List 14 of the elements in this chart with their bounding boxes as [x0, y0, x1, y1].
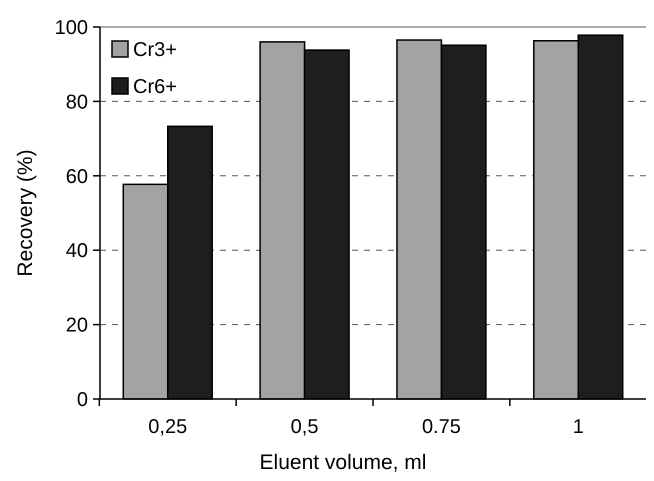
y-tick-label: 20: [66, 314, 88, 337]
y-tick-label: 100: [54, 17, 88, 39]
x-tick-label: 0.75: [422, 416, 461, 438]
y-tick-label: 0: [76, 389, 88, 411]
x-tick-label: 0,5: [290, 416, 318, 438]
x-tick-label: 0,25: [148, 416, 188, 438]
x-tick-label: 1: [572, 416, 584, 438]
legend-label: Cr6+: [133, 76, 177, 98]
x-axis-title: Eluent volume, ml: [260, 451, 426, 474]
y-tick-label: 80: [66, 91, 88, 114]
y-tick-label: 60: [66, 166, 88, 188]
y-axis-title: Recovery (%): [14, 149, 37, 277]
legend-label: Cr3+: [133, 39, 177, 61]
y-tick-label: 40: [66, 240, 88, 262]
